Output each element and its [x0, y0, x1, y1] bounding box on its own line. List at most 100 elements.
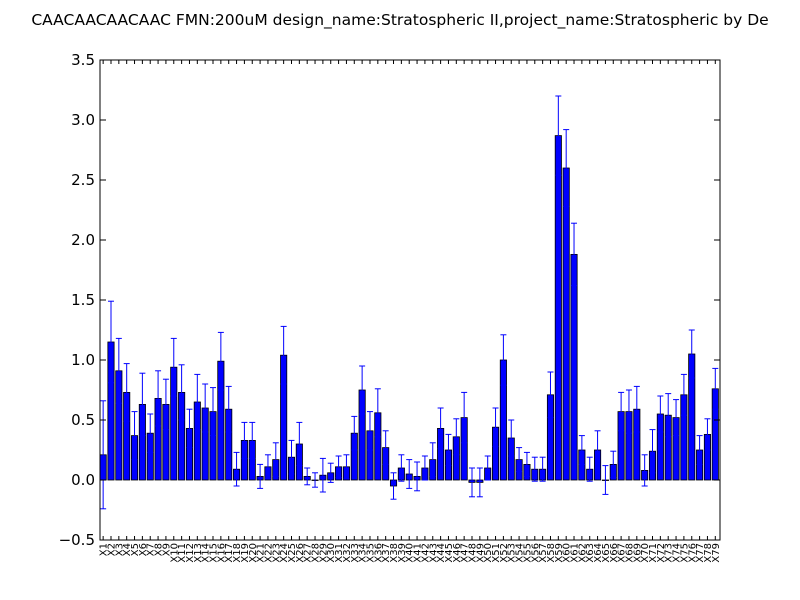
error-bar-X2 — [107, 300, 114, 384]
error-bar-X19 — [241, 421, 248, 459]
xtick-label-X50: X50 — [483, 543, 494, 563]
xtick-label-X28: X28 — [311, 543, 322, 563]
error-bar-X66 — [610, 450, 617, 479]
xtick-label-X60: X60 — [562, 543, 573, 563]
xtick-label-X2: X2 — [106, 543, 117, 556]
error-bar-X67 — [618, 391, 625, 432]
error-bar-X36 — [374, 388, 381, 438]
xtick-label-X71: X71 — [648, 543, 659, 563]
error-bar-X23 — [272, 442, 279, 477]
xtick-label-X3: X3 — [114, 543, 125, 556]
ytick-label: 3.5 — [71, 51, 95, 69]
xtick-label-X49: X49 — [475, 543, 486, 563]
xtick-label-X62: X62 — [577, 543, 588, 563]
xtick-label-X32: X32 — [342, 543, 353, 563]
error-bar-X18 — [233, 451, 240, 487]
error-bar-X75 — [680, 373, 687, 416]
xtick-label-X74: X74 — [672, 543, 683, 563]
xtick-label-X7: X7 — [146, 543, 157, 556]
xtick-label-X46: X46 — [452, 543, 463, 563]
error-bar-X76 — [688, 329, 695, 379]
error-bar-X42 — [421, 455, 428, 481]
xtick-label-X27: X27 — [303, 543, 314, 563]
error-bar-X30 — [327, 462, 334, 483]
xtick-label-X11: X11 — [177, 543, 188, 563]
error-bar-X54 — [516, 447, 523, 473]
error-bar-X27 — [304, 467, 311, 486]
error-bar-X47 — [461, 391, 468, 444]
xtick-label-X31: X31 — [334, 543, 345, 563]
xtick-label-X69: X69 — [632, 543, 643, 563]
error-bar-X8 — [155, 370, 162, 427]
error-bar-X56 — [531, 456, 538, 482]
ytick-label: 1.5 — [71, 291, 95, 309]
ytick-label: 2.0 — [71, 231, 95, 249]
xtick-label-X37: X37 — [381, 543, 392, 563]
error-bar-X53 — [508, 419, 515, 457]
error-bar-X9 — [162, 378, 169, 431]
xtick-label-X68: X68 — [624, 543, 635, 563]
xtick-label-X75: X75 — [679, 543, 690, 563]
xtick-label-X22: X22 — [263, 543, 274, 563]
error-bar-X65 — [602, 465, 609, 495]
xtick-label-X70: X70 — [640, 543, 651, 563]
xtick-label-X6: X6 — [138, 543, 149, 556]
error-bar-X12 — [186, 408, 193, 449]
error-bar-X34 — [359, 365, 366, 415]
error-bar-X45 — [445, 433, 452, 467]
error-bar-X68 — [625, 389, 632, 434]
xtick-label-X30: X30 — [326, 543, 337, 563]
error-bar-X38 — [390, 472, 397, 500]
xtick-label-X17: X17 — [224, 543, 235, 563]
xtick-label-X33: X33 — [350, 543, 361, 563]
xtick-label-X64: X64 — [593, 543, 604, 563]
chart-title: CAACAACAACAAC FMN:200uM design_name:Stra… — [31, 11, 768, 30]
error-bar-X33 — [351, 415, 358, 451]
error-bar-X72 — [657, 395, 664, 433]
error-bar-X55 — [523, 451, 530, 477]
error-bar-X3 — [115, 337, 122, 404]
xtick-label-X36: X36 — [373, 543, 384, 563]
xtick-label-X13: X13 — [193, 543, 204, 563]
xtick-label-X18: X18 — [232, 543, 243, 563]
xtick-label-X43: X43 — [428, 543, 439, 563]
error-bar-X51 — [492, 407, 499, 447]
error-bar-X52 — [500, 334, 507, 386]
error-bar-X71 — [649, 429, 656, 474]
ytick-label: 3.0 — [71, 111, 95, 129]
xtick-label-X55: X55 — [522, 543, 533, 563]
error-bar-X58 — [547, 371, 554, 419]
xtick-label-X73: X73 — [664, 543, 675, 563]
xtick-label-X54: X54 — [515, 543, 526, 563]
xtick-label-X34: X34 — [358, 543, 369, 563]
xtick-label-X20: X20 — [248, 543, 259, 563]
xtick-label-X47: X47 — [460, 543, 471, 563]
error-bar-X21 — [257, 463, 264, 489]
ytick-label: 2.5 — [71, 171, 95, 189]
xtick-label-X67: X67 — [617, 543, 628, 563]
xtick-label-X51: X51 — [491, 543, 502, 563]
error-bar-X24 — [280, 325, 287, 385]
xtick-label-X42: X42 — [420, 543, 431, 563]
bars-layer — [99, 135, 719, 487]
error-bar-X13 — [194, 373, 201, 431]
error-bar-X10 — [170, 337, 177, 397]
xtick-label-X76: X76 — [687, 543, 698, 563]
error-bar-X44 — [437, 407, 444, 450]
error-bar-X7 — [147, 413, 154, 453]
error-bar-X6 — [139, 372, 146, 437]
xtick-label-X56: X56 — [530, 543, 541, 563]
error-bar-X74 — [673, 399, 680, 437]
xtick-label-X35: X35 — [365, 543, 376, 563]
error-bar-X63 — [586, 456, 593, 482]
xtick-label-X53: X53 — [507, 543, 518, 563]
xtick-label-X10: X10 — [169, 543, 180, 563]
xtick-label-X52: X52 — [499, 543, 510, 563]
ytick-label: 0.5 — [71, 411, 95, 429]
xtick-label-X72: X72 — [656, 543, 667, 563]
xtick-label-X61: X61 — [570, 543, 581, 563]
xtick-label-X24: X24 — [279, 543, 290, 563]
xtick-label-X44: X44 — [436, 543, 447, 563]
error-bar-X35 — [366, 411, 373, 451]
